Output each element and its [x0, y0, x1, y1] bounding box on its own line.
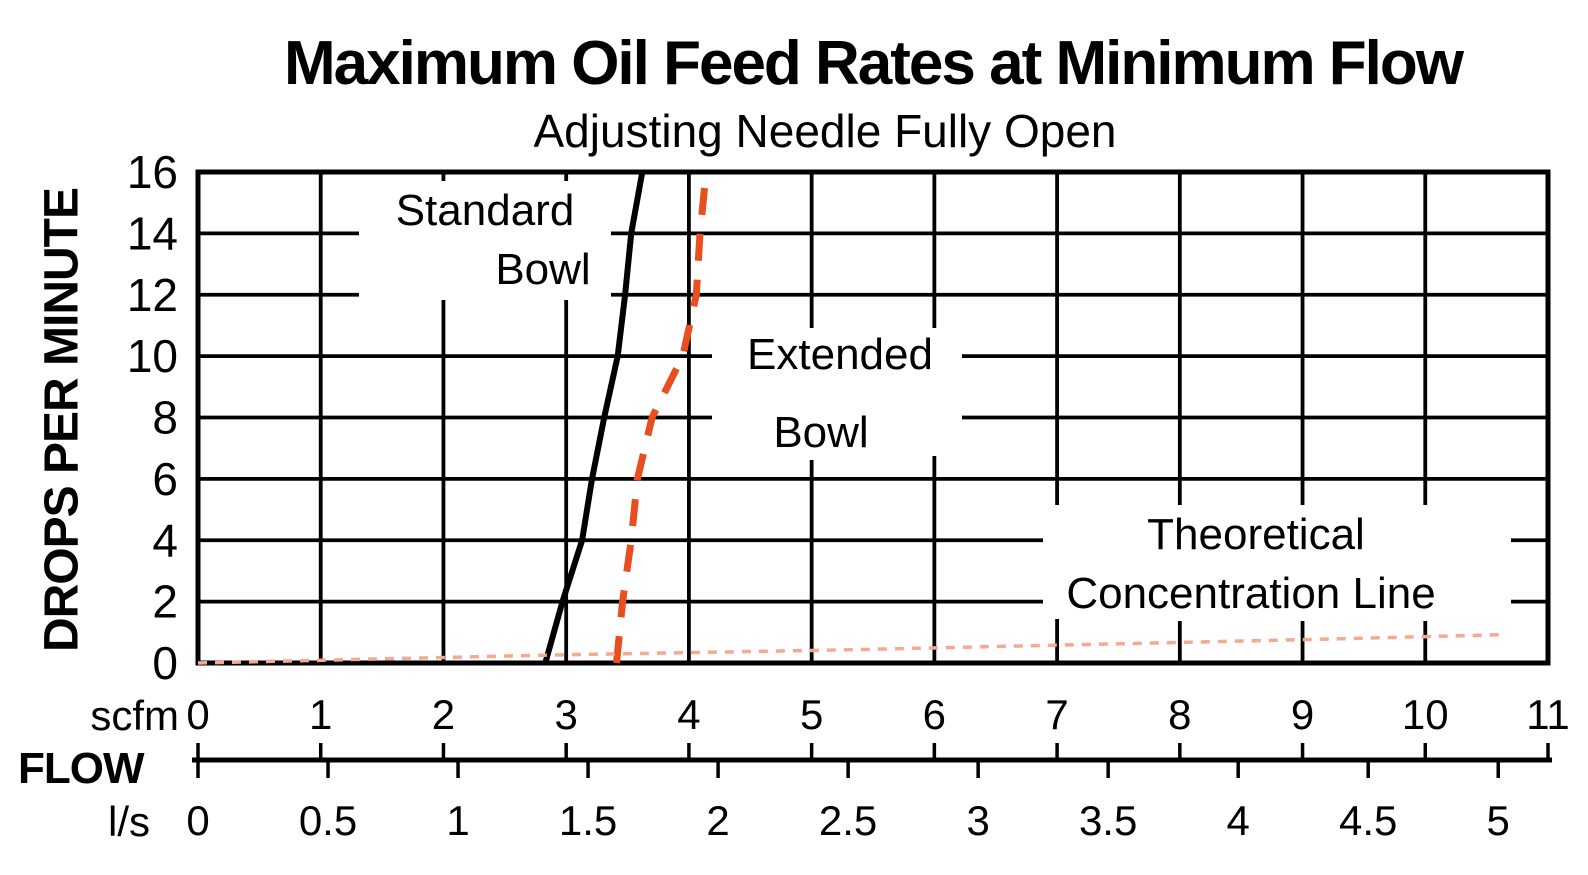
ls-tick-label: 2.5: [819, 797, 877, 844]
scfm-tick-label: 11: [1526, 691, 1570, 738]
scfm-tick-label: 10: [1402, 691, 1449, 738]
annotation-extended-bowl-line2: Bowl: [767, 406, 875, 460]
chart-title: Maximum Oil Feed Rates at Minimum Flow: [284, 29, 1464, 98]
annotation-extended-bowl: Extended Bowl: [712, 328, 962, 460]
y-tick-label: 8: [152, 392, 178, 444]
scfm-tick-label: 0: [186, 691, 209, 738]
annotation-theoretical-line: Theoretical Concentration Line: [1043, 505, 1511, 621]
ls-tick-label: 5: [1487, 797, 1510, 844]
y-axis-title: DROPS PER MINUTE: [35, 187, 89, 653]
y-tick-label: 4: [152, 514, 178, 566]
chart-subtitle: Adjusting Needle Fully Open: [533, 105, 1117, 157]
ls-tick-label: 0.5: [299, 797, 357, 844]
curve-standard-bowl: [542, 171, 646, 664]
scfm-tick-label: 6: [923, 691, 946, 738]
scfm-tick-label: 2: [432, 691, 455, 738]
curve-extended-bowl: [613, 171, 710, 664]
plot-border: [195, 169, 1551, 666]
y-tick-label: 6: [152, 453, 178, 505]
y-tick-label: 0: [152, 637, 178, 689]
annotation-standard-bowl-line2: Bowl: [489, 243, 597, 297]
y-tick-label: 12: [127, 269, 178, 321]
y-tick-label: 10: [127, 330, 178, 382]
scfm-tick-label: 9: [1291, 691, 1314, 738]
ls-tick-label: 3.5: [1079, 797, 1137, 844]
ls-tick-label: 0: [186, 797, 209, 844]
scfm-tick-label: 5: [800, 691, 823, 738]
scfm-tick-label: 4: [677, 691, 700, 738]
scfm-tick-label: 7: [1045, 691, 1068, 738]
ls-unit-label: l/s: [108, 798, 150, 845]
scfm-tick-label: 1: [309, 691, 332, 738]
ls-tick-label: 3: [966, 797, 989, 844]
scfm-unit-label: scfm: [90, 692, 179, 739]
y-tick-label: 14: [127, 207, 178, 259]
ls-tick-label: 2: [706, 797, 729, 844]
y-tick-label: 2: [152, 576, 178, 628]
scfm-tick-label: 8: [1168, 691, 1191, 738]
scfm-tick-label: 3: [555, 691, 578, 738]
ls-tick-label: 4: [1227, 797, 1250, 844]
curve-theoretical-concentration-line: [197, 633, 1499, 665]
y-tick-label: 16: [127, 146, 178, 198]
annotation-standard-bowl: Standard Bowl: [359, 181, 611, 300]
ls-tick-label: 1.5: [559, 797, 617, 844]
ls-tick-label: 1: [446, 797, 469, 844]
annotation-standard-bowl-line1: Standard: [389, 184, 581, 238]
annotation-extended-bowl-line1: Extended: [741, 328, 939, 382]
ls-tick-label: 4.5: [1339, 797, 1397, 844]
x-axis-title: FLOW: [18, 744, 145, 793]
annotation-theoretical-line1: Theoretical: [1141, 508, 1371, 562]
annotation-theoretical-line2: Concentration Line: [1060, 567, 1442, 621]
